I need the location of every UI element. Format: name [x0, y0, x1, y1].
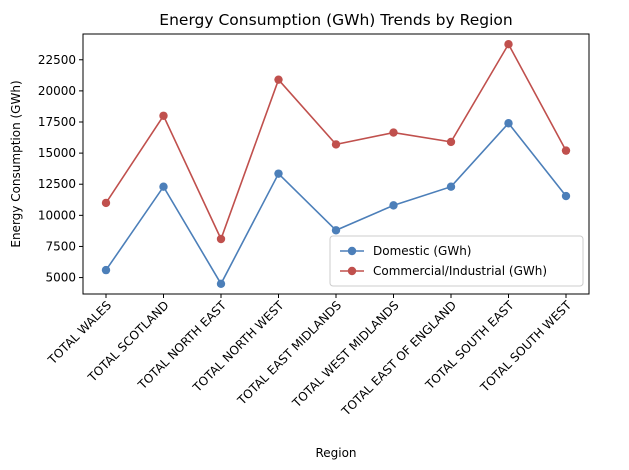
y-tick-label: 17500	[38, 115, 76, 129]
data-point	[331, 140, 341, 149]
y-tick-label: 10000	[38, 208, 76, 222]
legend-entry: Commercial/Industrial (GWh)	[373, 264, 547, 278]
x-axis-label: Region	[315, 446, 356, 460]
y-tick-label: 15000	[38, 146, 76, 160]
y-tick-label: 20000	[38, 84, 76, 98]
y-tick-label: 12500	[38, 177, 76, 191]
data-point	[331, 226, 341, 235]
data-point	[101, 198, 111, 208]
data-point	[446, 137, 456, 147]
data-point	[446, 182, 456, 191]
y-tick-label: 7500	[45, 239, 76, 253]
y-tick-label: 5000	[45, 271, 76, 285]
x-tick-label: TOTAL WEST MIDLANDS	[289, 298, 402, 411]
chart-title: Energy Consumption (GWh) Trends by Regio…	[159, 11, 512, 29]
data-point	[504, 40, 513, 49]
data-point	[561, 191, 571, 201]
y-axis-label: Energy Consumption (GWh)	[9, 80, 23, 247]
data-point	[159, 182, 168, 191]
data-point	[101, 265, 111, 275]
legend	[329, 235, 584, 287]
y-tick-label: 22500	[38, 53, 76, 67]
legend-entry: Domestic (GWh)	[373, 244, 472, 258]
data-point	[216, 234, 226, 244]
x-tick-label: TOTAL EAST OF ENGLAND	[338, 298, 459, 419]
legend-marker	[347, 246, 357, 256]
x-tick-label: TOTAL EAST MIDLANDS	[234, 298, 344, 408]
legend-marker	[347, 266, 357, 276]
data-point	[504, 119, 513, 128]
data-point	[389, 201, 398, 210]
data-point	[389, 128, 398, 137]
data-point	[274, 75, 283, 84]
data-point	[561, 146, 571, 155]
data-point	[159, 111, 168, 120]
data-point	[274, 169, 283, 178]
plot-area: 5000 7500 10000 12500 15000 17500 20000 22500 TO…	[38, 33, 590, 419]
data-point	[216, 279, 226, 288]
